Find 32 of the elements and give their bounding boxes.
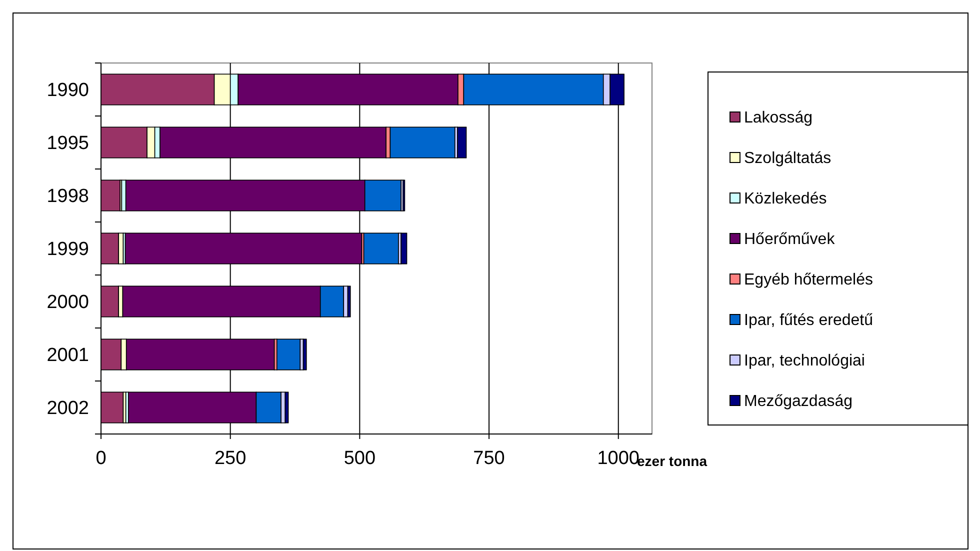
bar <box>100 338 122 370</box>
legend-label: Lakosság <box>744 110 812 127</box>
legend-label: Közlekedés <box>744 190 827 208</box>
bar <box>347 286 351 318</box>
bar <box>100 286 119 318</box>
legend-label: Egyéb hőtermelés <box>744 272 873 289</box>
x-tick-label: 250 <box>214 448 246 469</box>
y-tick-label: 1995 <box>46 133 89 154</box>
legend-label: Ipar, technológiai <box>744 352 865 370</box>
x-tick-label: 0 <box>96 448 106 469</box>
bar <box>457 126 467 158</box>
x-tick-label: 750 <box>473 448 505 469</box>
bar <box>276 338 301 370</box>
legend-label: Hőerőművek <box>744 231 836 248</box>
x-tick-label: 500 <box>344 448 376 469</box>
legend-label: Szolgáltatás <box>744 150 832 168</box>
bar <box>363 232 399 264</box>
bar <box>100 180 121 212</box>
bar <box>100 232 119 264</box>
y-tick-label: 2002 <box>46 398 89 420</box>
legend-label: Ipar, fűtés eredetű <box>744 312 874 330</box>
legend-label: Mezőgazdaság <box>744 393 853 410</box>
bar <box>302 338 307 370</box>
y-tick-label: 2000 <box>46 292 89 314</box>
bar <box>390 126 456 158</box>
y-tick-label: 1998 <box>46 186 89 208</box>
bar <box>100 392 124 424</box>
y-tick-label: 1990 <box>46 80 89 102</box>
y-tick-label: 1999 <box>46 239 89 260</box>
y-tick-label: 2001 <box>46 345 89 366</box>
bar <box>400 232 408 264</box>
bar <box>284 392 289 424</box>
